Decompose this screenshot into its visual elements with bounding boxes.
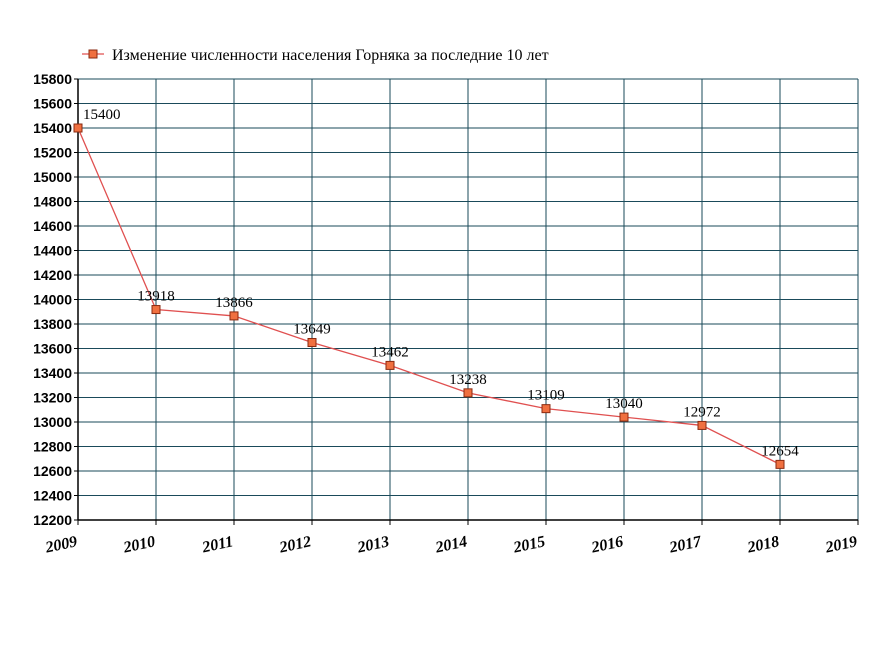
data-label: 13238 xyxy=(449,372,487,388)
series-line xyxy=(77,127,781,465)
data-point-marker xyxy=(541,404,551,414)
data-markers xyxy=(73,123,785,469)
x-tick-label: 2016 xyxy=(589,533,625,556)
y-tick-label: 13400 xyxy=(33,365,72,381)
y-tick-label: 15200 xyxy=(33,145,72,161)
x-tick-label: 2012 xyxy=(277,533,313,556)
y-tick-label: 13000 xyxy=(33,414,72,430)
x-tick-label: 2017 xyxy=(667,533,704,557)
y-tick-label: 15600 xyxy=(33,96,72,112)
data-label: 12972 xyxy=(683,404,721,420)
series-population xyxy=(77,127,781,465)
y-tick-label: 15400 xyxy=(33,120,72,136)
data-point-marker xyxy=(73,123,83,133)
data-label: 13918 xyxy=(137,289,175,305)
y-tick-label: 13600 xyxy=(33,341,72,357)
x-tick-label: 2019 xyxy=(823,533,859,556)
y-tick-label: 14400 xyxy=(33,243,72,259)
x-tick-label: 2009 xyxy=(43,533,79,556)
data-point-marker xyxy=(385,360,395,370)
x-tick-label: 2010 xyxy=(121,533,157,556)
data-point-marker xyxy=(151,305,161,315)
y-tick-label: 14000 xyxy=(33,292,72,308)
y-tick-label: 14200 xyxy=(33,267,72,283)
legend-marker-sample xyxy=(88,49,98,59)
y-tick-label: 15800 xyxy=(33,71,72,87)
y-tick-label: 14800 xyxy=(33,194,72,210)
y-tick-label: 12600 xyxy=(33,463,72,479)
data-point-marker xyxy=(775,459,785,469)
x-tick-label: 2011 xyxy=(200,533,235,556)
data-label: 12654 xyxy=(761,443,799,459)
y-tick-label: 12800 xyxy=(33,439,72,455)
data-point-marker xyxy=(229,311,239,321)
y-tick-labels: 12200 12400 12600 12800 13000 13200 13400 13600… xyxy=(33,71,72,528)
x-tick-labels: 2009 2010 2011 2012 2013 2014 2015 2016 2017 2018… xyxy=(43,533,859,557)
x-tick-label: 2014 xyxy=(433,533,469,556)
data-point-marker xyxy=(619,412,629,422)
data-label: 13040 xyxy=(605,396,643,412)
data-point-marker xyxy=(307,337,317,347)
y-tick-label: 14600 xyxy=(33,218,72,234)
axes xyxy=(74,78,859,525)
legend: Изменение численности населения Горняка … xyxy=(82,47,549,64)
x-tick-label: 2015 xyxy=(511,533,547,556)
y-tick-label: 13800 xyxy=(33,316,72,332)
data-point-marker xyxy=(697,420,707,430)
data-label: 15400 xyxy=(83,107,121,123)
x-tick-label: 2018 xyxy=(745,533,781,556)
data-label: 13462 xyxy=(371,344,409,360)
data-label: 13109 xyxy=(527,388,565,404)
y-tick-label: 12200 xyxy=(33,512,72,528)
y-tick-label: 13200 xyxy=(33,390,72,406)
data-labels: 15400 13918 13866 13649 13462 13238 13109 13040… xyxy=(83,107,799,459)
legend-label: Изменение численности населения Горняка … xyxy=(112,47,549,64)
grid xyxy=(77,78,859,521)
y-tick-label: 12400 xyxy=(33,488,72,504)
data-label: 13866 xyxy=(215,295,253,311)
y-tick-label: 15000 xyxy=(33,169,72,185)
x-tick-label: 2013 xyxy=(355,533,391,556)
data-point-marker xyxy=(463,388,473,398)
data-label: 13649 xyxy=(293,321,331,337)
